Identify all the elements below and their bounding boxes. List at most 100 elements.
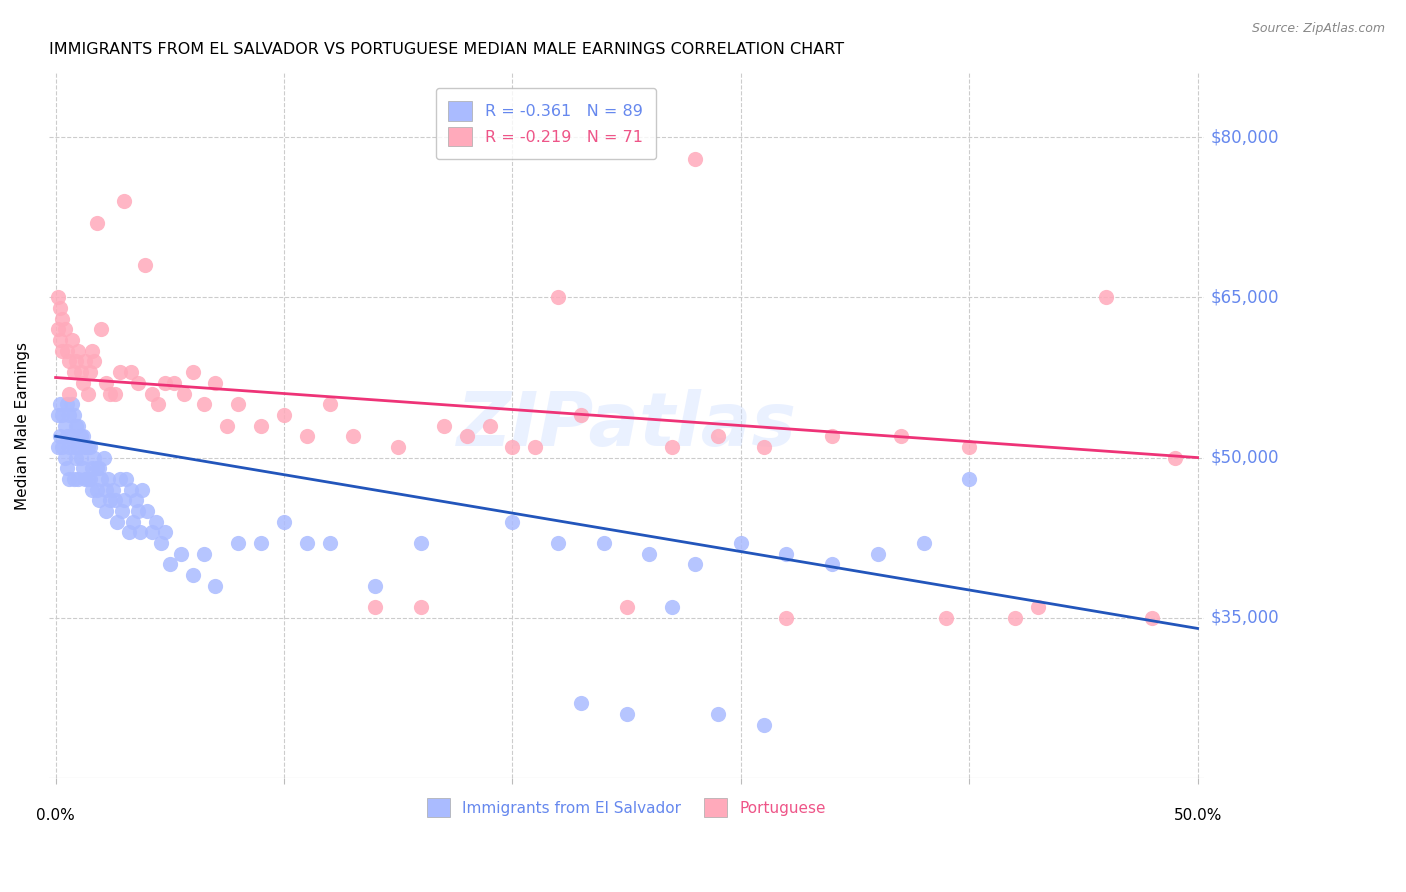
- Point: [821, 558, 844, 572]
- Point: [63, 472, 86, 486]
- Point: [104, 386, 127, 401]
- Point: [67, 343, 90, 358]
- Point: [478, 418, 501, 433]
- Text: ZIPatlas: ZIPatlas: [457, 389, 797, 462]
- Point: [75, 354, 97, 368]
- Point: [342, 429, 364, 443]
- Point: [569, 696, 592, 710]
- Point: [228, 536, 250, 550]
- Point: [409, 600, 432, 615]
- Point: [58, 408, 80, 422]
- Point: [638, 547, 661, 561]
- Point: [93, 450, 115, 465]
- Point: [141, 525, 163, 540]
- Point: [79, 440, 101, 454]
- Point: [105, 515, 128, 529]
- Point: [318, 536, 340, 550]
- Text: $80,000: $80,000: [1211, 128, 1278, 146]
- Point: [63, 440, 86, 454]
- Point: [67, 440, 90, 454]
- Point: [170, 547, 193, 561]
- Point: [82, 461, 104, 475]
- Point: [163, 376, 186, 390]
- Point: [890, 429, 912, 443]
- Point: [273, 408, 295, 422]
- Point: [49, 333, 72, 347]
- Point: [250, 418, 273, 433]
- Point: [60, 429, 83, 443]
- Point: [58, 354, 80, 368]
- Point: [683, 558, 706, 572]
- Point: [364, 600, 387, 615]
- Point: [49, 301, 72, 315]
- Point: [104, 493, 127, 508]
- Point: [134, 259, 156, 273]
- Point: [433, 418, 456, 433]
- Point: [94, 504, 117, 518]
- Point: [387, 440, 409, 454]
- Point: [49, 429, 72, 443]
- Legend: Immigrants from El Salvador, Portuguese: Immigrants from El Salvador, Portuguese: [422, 792, 832, 823]
- Point: [82, 343, 104, 358]
- Point: [456, 429, 478, 443]
- Point: [46, 322, 69, 336]
- Point: [86, 216, 108, 230]
- Point: [501, 440, 523, 454]
- Point: [181, 365, 204, 379]
- Point: [65, 354, 87, 368]
- Point: [87, 493, 110, 508]
- Point: [409, 536, 432, 550]
- Point: [58, 440, 80, 454]
- Y-axis label: Median Male Earnings: Median Male Earnings: [15, 342, 30, 509]
- Text: $50,000: $50,000: [1211, 449, 1278, 467]
- Point: [112, 493, 135, 508]
- Point: [75, 472, 97, 486]
- Point: [295, 429, 318, 443]
- Point: [547, 290, 569, 304]
- Point: [65, 418, 87, 433]
- Point: [149, 536, 172, 550]
- Point: [108, 472, 131, 486]
- Point: [60, 333, 83, 347]
- Point: [131, 483, 153, 497]
- Point: [76, 386, 98, 401]
- Point: [101, 483, 124, 497]
- Point: [120, 365, 142, 379]
- Point: [72, 429, 94, 443]
- Point: [866, 547, 889, 561]
- Point: [181, 568, 204, 582]
- Text: Source: ZipAtlas.com: Source: ZipAtlas.com: [1251, 22, 1385, 36]
- Point: [79, 365, 101, 379]
- Point: [129, 525, 152, 540]
- Point: [86, 483, 108, 497]
- Point: [51, 440, 73, 454]
- Point: [56, 461, 79, 475]
- Point: [616, 706, 638, 721]
- Point: [51, 311, 73, 326]
- Point: [1095, 290, 1118, 304]
- Point: [76, 440, 98, 454]
- Point: [86, 461, 108, 475]
- Point: [63, 365, 86, 379]
- Point: [141, 386, 163, 401]
- Point: [58, 386, 80, 401]
- Point: [127, 376, 149, 390]
- Point: [148, 397, 170, 411]
- Point: [524, 440, 547, 454]
- Point: [94, 483, 117, 497]
- Point: [173, 386, 195, 401]
- Point: [69, 429, 91, 443]
- Point: [193, 397, 215, 411]
- Point: [69, 365, 91, 379]
- Point: [97, 472, 120, 486]
- Point: [111, 504, 134, 518]
- Point: [46, 290, 69, 304]
- Point: [364, 579, 387, 593]
- Point: [79, 472, 101, 486]
- Point: [204, 579, 226, 593]
- Point: [775, 547, 797, 561]
- Point: [616, 600, 638, 615]
- Point: [58, 472, 80, 486]
- Point: [72, 376, 94, 390]
- Point: [707, 706, 730, 721]
